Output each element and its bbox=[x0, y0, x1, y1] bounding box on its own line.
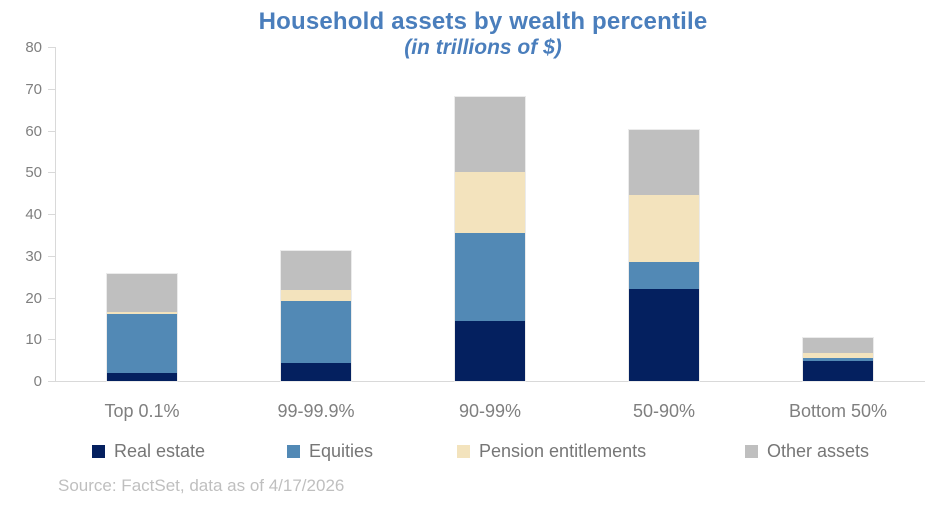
y-tick-mark bbox=[48, 255, 55, 257]
bar-segment-other-assets bbox=[281, 250, 351, 290]
legend-label: Real estate bbox=[114, 440, 206, 461]
y-axis-line bbox=[55, 47, 56, 381]
stacked-bar-50-90- bbox=[629, 129, 699, 381]
x-category-label: Bottom 50% bbox=[788, 401, 888, 421]
bar-segment-pension-entitlements bbox=[281, 290, 351, 301]
y-tick-label: 50 bbox=[25, 164, 42, 182]
x-axis-line bbox=[48, 381, 925, 382]
y-tick-mark bbox=[48, 297, 55, 299]
stacked-bar-bottom-50- bbox=[803, 337, 873, 381]
bar-segment-pension-entitlements bbox=[803, 352, 873, 358]
bar-segment-real-estate bbox=[281, 363, 351, 381]
bar-segment-real-estate bbox=[803, 360, 873, 381]
chart-title: Household assets by wealth percentile bbox=[258, 8, 708, 35]
source-note: Source: FactSet, data as of 4/17/2026 bbox=[58, 476, 345, 495]
bar-segment-real-estate bbox=[629, 289, 699, 381]
y-tick-mark bbox=[48, 339, 55, 341]
y-tick-mark bbox=[48, 172, 55, 174]
bar-segment-other-assets bbox=[455, 97, 525, 173]
y-tick-label: 30 bbox=[25, 247, 42, 265]
legend-item-equities: Equities bbox=[287, 440, 373, 462]
legend-swatch bbox=[287, 444, 300, 458]
y-tick-label: 20 bbox=[25, 289, 42, 307]
legend-label: Pension entitlements bbox=[479, 440, 647, 461]
y-tick-label: 0 bbox=[33, 373, 42, 390]
y-tick-mark bbox=[48, 130, 55, 132]
y-tick-mark bbox=[48, 88, 55, 90]
legend-swatch bbox=[457, 444, 470, 458]
y-tick-label: 80 bbox=[25, 39, 42, 56]
x-category-label: 90-99% bbox=[458, 401, 522, 421]
legend-label: Other assets bbox=[767, 440, 870, 461]
bar-segment-pension-entitlements bbox=[629, 195, 699, 263]
stacked-bar-99-99-9- bbox=[281, 250, 351, 381]
y-tick-label: 70 bbox=[25, 80, 42, 98]
y-tick-label: 10 bbox=[25, 331, 42, 349]
x-category-label: Top 0.1% bbox=[104, 401, 180, 421]
legend-swatch bbox=[92, 444, 105, 458]
x-category-label: 50-90% bbox=[632, 401, 696, 421]
legend-label: Equities bbox=[309, 440, 374, 461]
bar-segment-other-assets bbox=[107, 273, 177, 312]
legend-item-other-assets: Other assets bbox=[745, 440, 869, 462]
bar-segment-equities bbox=[455, 232, 525, 322]
x-category-label: 99-99.9% bbox=[277, 401, 355, 421]
stacked-bar-90-99- bbox=[455, 97, 525, 381]
bar-segment-real-estate bbox=[455, 321, 525, 381]
y-tick-mark bbox=[48, 381, 55, 382]
stacked-bar-top-0-1- bbox=[107, 273, 177, 381]
legend-item-real-estate: Real estate bbox=[92, 440, 205, 462]
chart-subtitle: (in trillions of $) bbox=[404, 36, 562, 59]
y-tick-mark bbox=[48, 47, 55, 48]
bar-segment-other-assets bbox=[803, 337, 873, 353]
bar-segment-pension-entitlements bbox=[107, 311, 177, 314]
y-tick-label: 60 bbox=[25, 122, 42, 140]
bar-segment-equities bbox=[629, 262, 699, 290]
bar-segment-equities bbox=[107, 313, 177, 373]
bar-segment-other-assets bbox=[629, 129, 699, 196]
y-tick-mark bbox=[48, 214, 55, 215]
bar-segment-equities bbox=[803, 357, 873, 361]
legend-item-pension-entitlements: Pension entitlements bbox=[457, 440, 646, 462]
bar-segment-real-estate bbox=[107, 372, 177, 381]
bar-segment-equities bbox=[281, 300, 351, 364]
y-tick-label: 40 bbox=[25, 206, 42, 223]
legend-swatch bbox=[745, 444, 758, 458]
bar-segment-pension-entitlements bbox=[455, 172, 525, 233]
